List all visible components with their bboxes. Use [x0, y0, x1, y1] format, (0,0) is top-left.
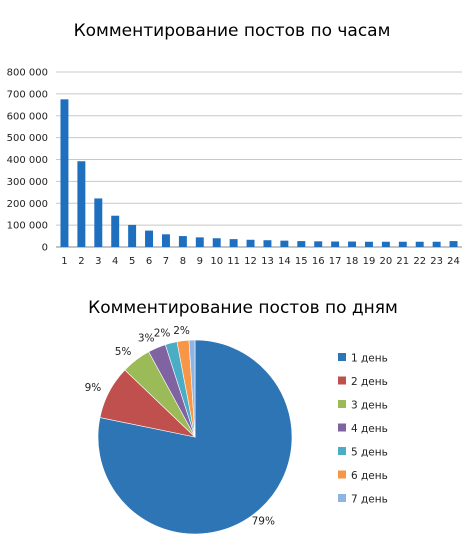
legend-swatch: [338, 400, 346, 408]
bar-chart-x-axis: 1 2 3 4 5 6 7 8 9 10 11 12 13 14 15 16 17 18 19 20 21 22 23 24: [61, 256, 460, 267]
bar: [246, 239, 255, 247]
bar-y-tick-label: 200 000: [7, 199, 48, 210]
bar-x-tick-label: 2: [78, 256, 84, 267]
bar: [111, 215, 120, 247]
pie-data-label: 5%: [115, 346, 132, 358]
bar: [128, 224, 137, 247]
bar-x-tick-label: 17: [329, 256, 342, 267]
pie-data-label: 3%: [138, 333, 155, 345]
bar-x-tick-label: 8: [180, 256, 186, 267]
pie-slice: [188, 339, 196, 438]
pie-chart-legend: 1 день 2 день 3 день 4 день 5 день 6 день 7 де…: [338, 353, 388, 506]
bar: [348, 241, 357, 247]
bar-chart-gridlines: [56, 71, 462, 248]
bar-y-tick-label: 300 000: [7, 177, 48, 188]
bar: [195, 237, 204, 247]
bar-y-tick-label: 500 000: [7, 133, 48, 144]
bar-y-tick-label: 600 000: [7, 111, 48, 122]
bar: [449, 241, 458, 247]
legend-label: 2 день: [351, 376, 388, 388]
bar-x-tick-label: 21: [396, 256, 409, 267]
bar: [331, 241, 340, 247]
bar: [77, 161, 86, 247]
bar: [314, 241, 323, 247]
bar-x-tick-label: 22: [413, 256, 426, 267]
bar: [280, 240, 289, 247]
bar: [432, 241, 441, 247]
bar-x-tick-label: 18: [346, 256, 359, 267]
bar-x-tick-label: 6: [146, 256, 152, 267]
pie-chart-slices: [97, 339, 293, 535]
bar-x-tick-label: 10: [210, 256, 223, 267]
bar-x-tick-label: 7: [163, 256, 169, 267]
pie-data-label: 2%: [154, 327, 171, 339]
bar-x-tick-label: 9: [197, 256, 203, 267]
bar-chart-bars: [60, 99, 458, 247]
pie-data-label: 2%: [173, 325, 190, 337]
legend-swatch: [338, 423, 346, 432]
legend-swatch: [338, 494, 346, 502]
bar-y-tick-label: 400 000: [7, 155, 48, 166]
bar: [94, 198, 103, 247]
bar: [398, 241, 407, 247]
bar-x-tick-label: 14: [278, 256, 291, 267]
bar-chart-title: Комментирование постов по часам: [74, 21, 391, 41]
bar: [364, 241, 373, 247]
legend-label: 7 день: [351, 494, 388, 506]
pie-chart-title: Комментирование постов по дням: [88, 298, 398, 318]
bar: [212, 238, 221, 247]
bar-x-tick-label: 15: [295, 256, 308, 267]
bar-y-tick-label: 800 000: [7, 68, 48, 79]
bar: [297, 241, 306, 247]
legend-swatch: [338, 447, 346, 455]
bar: [145, 230, 154, 247]
bar-x-tick-label: 20: [380, 256, 393, 267]
legend-swatch: [338, 470, 346, 479]
pie-data-label: 9%: [85, 382, 102, 394]
legend-label: 5 день: [351, 447, 388, 459]
legend-swatch: [338, 353, 346, 361]
bar: [263, 240, 272, 247]
bar-x-tick-label: 3: [95, 256, 101, 267]
bar-x-tick-label: 4: [112, 256, 118, 267]
bar-y-tick-label: 100 000: [7, 221, 48, 232]
bar-x-tick-label: 12: [244, 256, 257, 267]
bar-x-tick-label: 1: [61, 256, 67, 267]
bar: [161, 234, 170, 247]
bar: [60, 99, 69, 247]
bar-x-tick-label: 23: [430, 256, 443, 267]
legend-label: 6 день: [351, 470, 388, 482]
bar-x-tick-label: 13: [261, 256, 274, 267]
legend-label: 1 день: [351, 353, 388, 365]
bar-x-tick-label: 24: [447, 256, 460, 267]
pie-chart-data-labels: 79%9%5%3% 2% 2%: [85, 325, 275, 528]
bar: [415, 241, 424, 247]
bar-x-tick-label: 19: [363, 256, 376, 267]
bar-y-tick-label: 0: [42, 243, 48, 254]
legend-label: 4 день: [351, 423, 388, 435]
bar-x-tick-label: 16: [312, 256, 325, 267]
bar: [381, 241, 390, 247]
bar: [229, 239, 238, 247]
bar-y-tick-label: 700 000: [7, 89, 48, 100]
bar: [178, 236, 187, 247]
bar-chart-y-axis: 0 100 000 200 000 300 000 400 000 500 000 600 …: [7, 68, 48, 254]
bar-x-tick-label: 5: [129, 256, 135, 267]
legend-swatch: [338, 376, 346, 385]
pie-data-label: 79%: [252, 516, 275, 528]
legend-label: 3 день: [351, 400, 388, 412]
bar-x-tick-label: 11: [227, 256, 240, 267]
